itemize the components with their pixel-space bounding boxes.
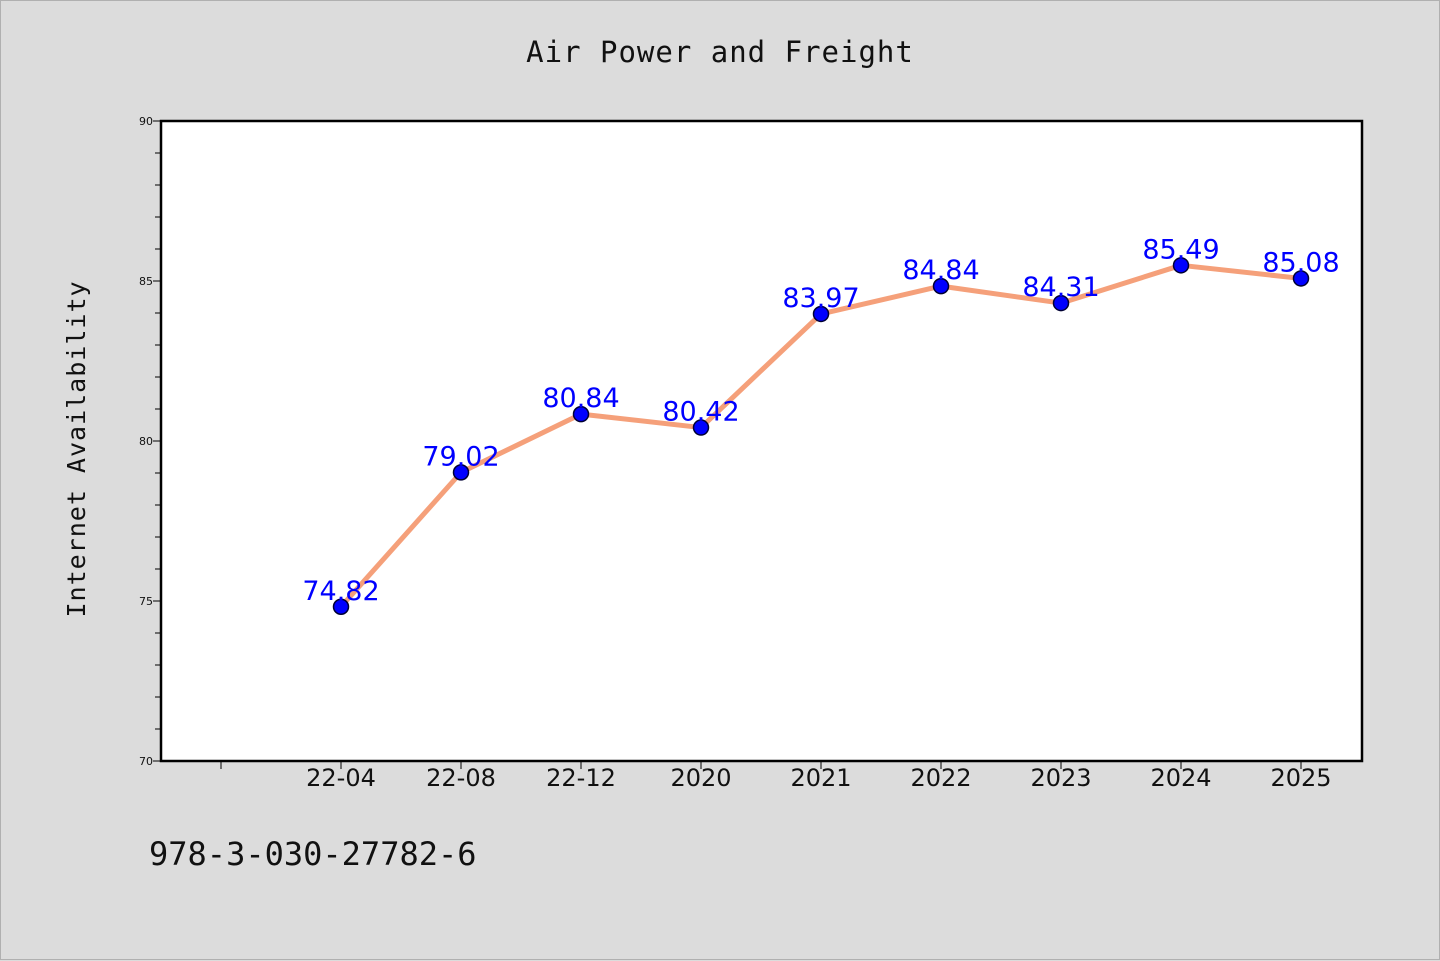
data-label: 83.97 — [782, 283, 859, 314]
x-tick-label: 2021 — [790, 764, 851, 792]
x-tick-label: 2024 — [1150, 764, 1211, 792]
data-point — [1052, 294, 1070, 312]
data-label: 80.84 — [542, 383, 619, 414]
plot-area — [159, 119, 1364, 763]
data-point — [332, 598, 350, 616]
data-point — [452, 464, 470, 481]
x-tick-label: 2023 — [1030, 764, 1091, 792]
isbn-text: 978-3-030-27782-6 — [149, 835, 477, 873]
y-tick-label: 80 — [139, 435, 153, 448]
data-point — [812, 305, 830, 323]
data-point — [572, 405, 590, 423]
y-tick-label: 75 — [139, 595, 153, 608]
x-tick-label: 2022 — [910, 764, 971, 792]
data-point — [932, 277, 950, 295]
data-label: 84.31 — [1022, 272, 1099, 303]
y-tick-label: 70 — [139, 755, 153, 768]
data-label: 74.82 — [302, 576, 379, 607]
x-tick-label: 22-08 — [426, 764, 496, 792]
y-tick-label: 90 — [139, 115, 153, 128]
x-tick-label: 2020 — [670, 764, 731, 792]
y-tick-label: 85 — [139, 275, 153, 288]
data-label: 80.42 — [662, 397, 739, 428]
x-tick-label: 22-12 — [546, 764, 616, 792]
x-tick-label: 22-04 — [306, 764, 376, 792]
chart-title: Air Power and Freight — [526, 35, 914, 69]
data-point — [1292, 270, 1310, 287]
data-point — [1172, 257, 1190, 274]
data-point — [692, 419, 710, 436]
data-label: 79.02 — [422, 441, 499, 472]
x-tick-label: 2025 — [1270, 764, 1331, 792]
data-label: 84.84 — [902, 255, 979, 286]
data-label: 85.08 — [1262, 247, 1339, 278]
y-axis-label: Internet Availability — [62, 280, 91, 617]
data-label: 85.49 — [1142, 234, 1219, 265]
